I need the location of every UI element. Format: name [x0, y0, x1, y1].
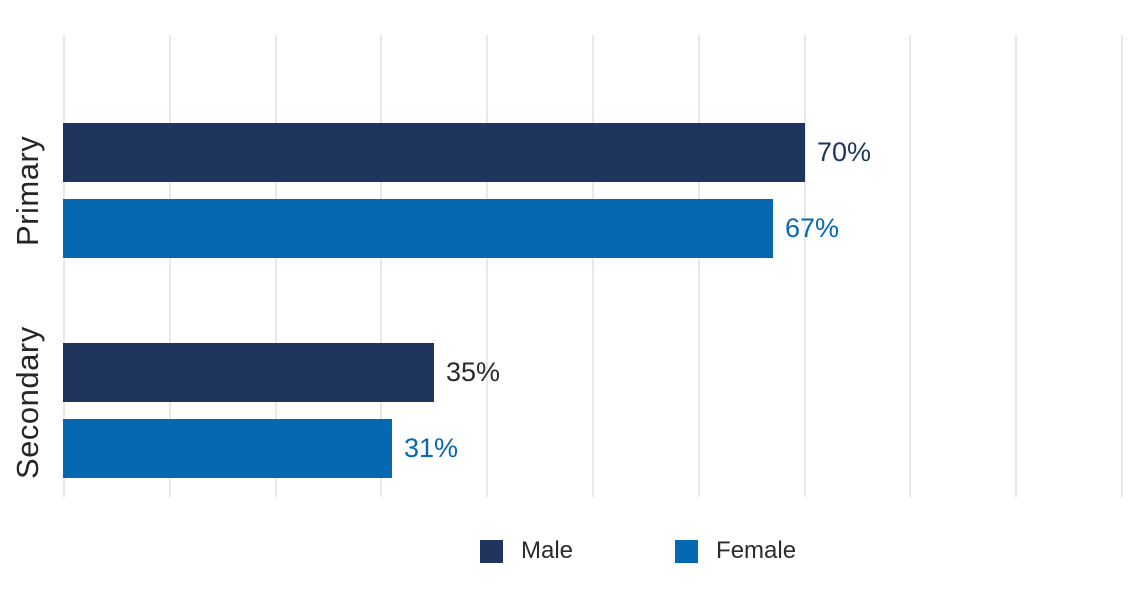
gridline: [486, 35, 488, 497]
legend-swatch-male-icon: [480, 539, 503, 563]
gridline: [909, 35, 911, 497]
legend-label-male: Male: [521, 537, 574, 564]
bar-male-primary: [63, 123, 805, 182]
plot-area: 70% 67% 35% 31%: [63, 35, 1123, 497]
legend-item-male: Male: [480, 537, 573, 565]
gridline: [698, 35, 700, 497]
gridline: [380, 35, 382, 497]
category-label-primary: Primary: [10, 135, 45, 247]
value-label-male-secondary: 35%: [446, 357, 501, 387]
legend-label-female: Female: [716, 537, 797, 564]
bar-male-secondary: [63, 343, 434, 402]
gridline: [592, 35, 594, 497]
value-label-female-secondary: 31%: [404, 433, 459, 463]
legend-item-female: Female: [675, 537, 796, 565]
legend-swatch-female-icon: [675, 539, 699, 563]
gridline: [275, 35, 277, 497]
legend: Male Female: [480, 537, 796, 565]
gridline: [804, 35, 806, 497]
bar-female-secondary: [63, 419, 392, 478]
gridline: [1121, 35, 1123, 497]
value-label-male-primary: 70%: [817, 137, 872, 167]
gridline: [169, 35, 171, 497]
category-label-secondary: Secondary: [10, 326, 45, 479]
gridline: [1015, 35, 1017, 497]
bar-female-primary: [63, 199, 773, 258]
gridline: [63, 35, 65, 497]
value-label-female-primary: 67%: [785, 213, 840, 243]
